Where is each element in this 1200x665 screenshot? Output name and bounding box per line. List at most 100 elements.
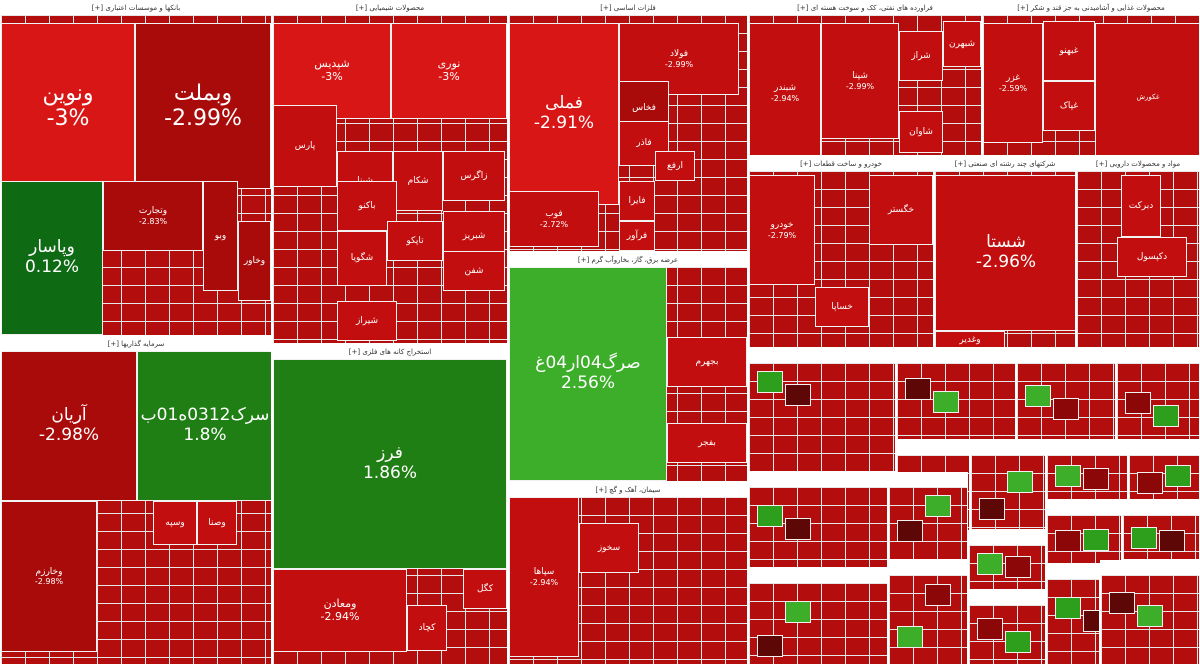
stock-tile[interactable]: وتجارت -2.83%: [103, 181, 203, 251]
stock-tile[interactable]: بجهرم: [667, 337, 747, 387]
sector-banks-header[interactable]: بانکها و موسسات اعتباری [+]: [1, 1, 271, 15]
stock-tile[interactable]: [757, 371, 783, 393]
stock-tile[interactable]: [925, 495, 951, 517]
sector-cement-header[interactable]: سیمان، آهک و گچ [+]: [509, 483, 747, 497]
stock-tile[interactable]: [1125, 392, 1151, 414]
stock-tile[interactable]: شگویا: [337, 231, 387, 286]
stock-tile[interactable]: فایرا: [619, 181, 655, 221]
stock-tile[interactable]: آریان -2.98%: [1, 351, 137, 501]
stock-tile[interactable]: سرک0312ه01ب 1.8%: [137, 351, 271, 501]
stock-tile[interactable]: پارس: [273, 105, 337, 187]
sector-header[interactable]: [1129, 441, 1199, 455]
stock-tile[interactable]: شکام: [393, 151, 443, 211]
sector-mining-header[interactable]: استخراج کانه های فلزی [+]: [273, 345, 507, 359]
stock-tile[interactable]: ومعادن -2.94%: [273, 569, 407, 652]
stock-tile[interactable]: ونوین -3%: [1, 23, 135, 189]
sector-header[interactable]: [1047, 565, 1099, 579]
sector-finance-header[interactable]: سرمایه گذاریها [+]: [1, 337, 271, 351]
stock-tile[interactable]: تاپکو: [387, 221, 443, 261]
stock-tile[interactable]: کگل: [463, 569, 507, 609]
stock-tile[interactable]: شراز: [899, 31, 943, 81]
stock-tile[interactable]: [897, 626, 923, 648]
sector-multi-header[interactable]: شرکتهای چند رشته ای صنعتی [+]: [935, 157, 1075, 171]
sector-header[interactable]: [889, 473, 967, 487]
stock-tile[interactable]: وسپه: [153, 501, 197, 545]
stock-tile[interactable]: ارفع: [655, 151, 695, 181]
stock-tile[interactable]: شبهرن: [943, 21, 981, 67]
stock-tile[interactable]: فرز 1.86%: [273, 359, 507, 569]
stock-tile[interactable]: [1005, 631, 1031, 653]
stock-tile[interactable]: وپاسار 0.12%: [1, 181, 103, 335]
stock-tile[interactable]: [1137, 472, 1163, 494]
stock-tile[interactable]: نوری -3%: [391, 23, 507, 119]
sector-metals-header[interactable]: فلزات اساسی [+]: [509, 1, 747, 15]
sector-header[interactable]: [749, 473, 887, 487]
sector-header[interactable]: [749, 569, 887, 583]
stock-tile[interactable]: شپنا -2.99%: [821, 23, 899, 139]
stock-tile[interactable]: خساپا: [815, 287, 869, 327]
sector-header[interactable]: [1047, 501, 1121, 515]
stock-tile[interactable]: شاوان: [899, 111, 943, 153]
stock-tile[interactable]: وصنا: [197, 501, 237, 545]
stock-tile[interactable]: غکورش: [1095, 23, 1199, 155]
sector-header[interactable]: [1123, 501, 1199, 515]
stock-tile[interactable]: دبرکت: [1121, 175, 1161, 237]
stock-tile[interactable]: شبندر -2.94%: [749, 23, 821, 155]
sector-header[interactable]: [897, 441, 969, 455]
stock-tile[interactable]: [1109, 592, 1135, 614]
sector-chemical-header[interactable]: محصولات شیمیایی [+]: [273, 1, 507, 15]
stock-tile[interactable]: سخوز: [579, 523, 639, 573]
stock-tile[interactable]: غپاک: [1043, 81, 1095, 131]
sector-header[interactable]: [969, 591, 1045, 605]
stock-tile[interactable]: [977, 618, 1003, 640]
stock-tile[interactable]: [1159, 530, 1185, 552]
stock-tile[interactable]: غزر -2.59%: [983, 23, 1043, 143]
stock-tile[interactable]: [905, 378, 931, 400]
stock-tile[interactable]: وبو: [203, 181, 238, 291]
stock-tile[interactable]: بفجر: [667, 423, 747, 463]
sector-header[interactable]: [889, 561, 967, 575]
stock-tile[interactable]: [757, 505, 783, 527]
stock-tile[interactable]: [785, 601, 811, 623]
stock-tile[interactable]: [897, 520, 923, 542]
stock-tile[interactable]: [1053, 398, 1079, 420]
stock-tile[interactable]: [1131, 527, 1157, 549]
stock-tile[interactable]: [1083, 468, 1109, 490]
sector-header[interactable]: [897, 349, 1015, 363]
stock-tile[interactable]: [757, 635, 783, 657]
stock-tile[interactable]: [1083, 529, 1109, 551]
sector-header[interactable]: [971, 441, 1045, 455]
sector-header[interactable]: [749, 349, 895, 363]
stock-tile[interactable]: [1055, 465, 1081, 487]
stock-tile[interactable]: [979, 498, 1005, 520]
stock-tile[interactable]: [1165, 465, 1191, 487]
sector-header[interactable]: [1117, 349, 1199, 363]
stock-tile[interactable]: [925, 584, 951, 606]
stock-tile[interactable]: فوب -2.72%: [509, 191, 599, 247]
stock-tile[interactable]: وغدیر: [935, 331, 1005, 347]
sector-header[interactable]: [969, 531, 1045, 545]
stock-tile[interactable]: وخاور: [238, 221, 271, 301]
stock-tile[interactable]: دکپسول: [1117, 237, 1187, 277]
sector-auto-header[interactable]: خودرو و ساخت قطعات [+]: [749, 157, 933, 171]
stock-tile[interactable]: [1083, 610, 1099, 632]
stock-tile[interactable]: شیراز: [337, 301, 397, 341]
stock-tile[interactable]: [1025, 385, 1051, 407]
sector-pharma-header[interactable]: مواد و محصولات دارویی [+]: [1077, 157, 1199, 171]
stock-tile[interactable]: فرآور: [619, 221, 655, 251]
stock-tile[interactable]: [1153, 405, 1179, 427]
sector-oil-header[interactable]: فراورده های نفتی، کک و سوخت هسته ای [+]: [749, 1, 981, 15]
stock-tile[interactable]: [1055, 530, 1081, 552]
stock-tile[interactable]: فملی -2.91%: [509, 23, 619, 205]
stock-tile[interactable]: [1055, 597, 1081, 619]
stock-tile[interactable]: خودرو -2.79%: [749, 175, 815, 285]
sector-header[interactable]: [1047, 441, 1127, 455]
stock-tile[interactable]: خگستر: [869, 175, 933, 245]
stock-tile[interactable]: وخارزم -2.98%: [1, 501, 97, 652]
sector-food-header[interactable]: محصولات غذایی و آشامیدنی به جز قند و شکر…: [983, 1, 1199, 15]
stock-tile[interactable]: [933, 391, 959, 413]
stock-tile[interactable]: زاگرس: [443, 151, 505, 201]
stock-tile[interactable]: [1137, 605, 1163, 627]
stock-tile[interactable]: شفن: [443, 251, 505, 291]
stock-tile[interactable]: [785, 384, 811, 406]
